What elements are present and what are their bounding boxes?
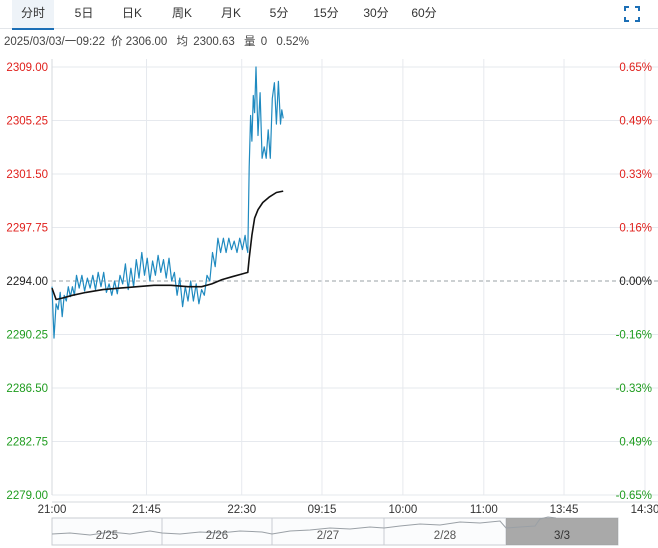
- tab-15-min[interactable]: 15分: [313, 6, 339, 20]
- percent-tick-label: 0.65%: [619, 62, 652, 74]
- fullscreen-icon[interactable]: [623, 5, 641, 23]
- navigator-date-label: 2/25: [96, 530, 118, 542]
- time-tick-label: 09:15: [308, 504, 337, 516]
- tab-5-min[interactable]: 5分: [269, 6, 289, 20]
- tab-5-day[interactable]: 5日: [74, 6, 94, 20]
- price-tick-label: 2282.75: [6, 437, 48, 449]
- price-tick-label: 2294.00: [6, 276, 48, 288]
- price-tick-label: 2297.75: [6, 223, 48, 235]
- price-tick-label: 2290.25: [6, 330, 48, 342]
- average-price-line: [51, 190, 284, 301]
- tab-30-min[interactable]: 30分: [363, 6, 389, 20]
- percent-tick-label: -0.65%: [616, 490, 652, 502]
- info-avg-label: 均: [176, 36, 189, 48]
- percent-tick-label: 0.49%: [619, 116, 652, 128]
- tab-weekly-k[interactable]: 周K: [171, 6, 192, 20]
- tab-intraday[interactable]: 分时: [12, 0, 54, 30]
- time-tick-label: 21:45: [132, 504, 161, 516]
- grid-lines: [51, 59, 658, 503]
- range-navigator[interactable]: 2/25 2/26 2/27 2/28 3/3: [51, 516, 619, 546]
- price-tick-label: 2301.50: [6, 169, 48, 181]
- percent-tick-label: 0.33%: [619, 169, 652, 181]
- time-tick-label: 14:30: [631, 504, 658, 516]
- info-vol-label: 量: [244, 36, 256, 48]
- navigator-date-label: 2/27: [317, 530, 339, 542]
- info-avg: 2300.63: [193, 36, 235, 48]
- percent-tick-label: 0.00%: [619, 276, 652, 288]
- percent-tick-label: -0.33%: [616, 383, 652, 395]
- percent-tick-label: 0.16%: [619, 223, 652, 235]
- percent-tick-label: -0.16%: [616, 330, 652, 342]
- percent-axis-labels: 0.65% 0.49% 0.33% 0.16% 0.00% -0.16% -0.33% 0.4…: [616, 62, 652, 502]
- series-layer: [51, 66, 284, 339]
- navigator-date-label: 2/28: [434, 530, 456, 542]
- navigator-selected-range: [506, 518, 618, 545]
- period-tab-bar: 分时 5日 日K 周K 月K 5分 15分 30分 60分: [0, 0, 658, 30]
- info-vol: 0: [260, 36, 268, 48]
- tab-daily-k[interactable]: 日K: [121, 6, 142, 20]
- price-tick-label: 2309.00: [6, 62, 48, 74]
- price-axis-labels: 2309.00 2305.25 2301.50 2297.75 2294.00 2290.…: [6, 62, 48, 502]
- percent-tick-label: 0.49%: [619, 437, 652, 449]
- info-price-label: 价: [111, 36, 123, 48]
- price-line: [51, 66, 284, 339]
- tab-monthly-k[interactable]: 月K: [220, 6, 241, 20]
- time-tick-label: 10:00: [388, 504, 417, 516]
- time-tick-label: 21:00: [38, 504, 67, 516]
- time-tick-label: 22:30: [227, 504, 256, 516]
- navigator-date-label: 2/26: [206, 530, 228, 542]
- price-tick-label: 2279.00: [6, 490, 48, 502]
- tab-60-min[interactable]: 60分: [411, 6, 437, 20]
- info-price: 2306.00: [125, 36, 168, 48]
- info-time: 2025/03/03/一09:22: [4, 36, 106, 48]
- navigator-mini-line: [51, 516, 557, 536]
- time-axis-labels: 21:00 21:45 22:30 09:15 10:00 11:00 13:45 14:30: [38, 504, 658, 516]
- navigator-date-label: 3/3: [554, 530, 570, 542]
- price-tick-label: 2286.50: [6, 383, 48, 395]
- time-tick-label: 13:45: [550, 504, 579, 516]
- price-tick-label: 2305.25: [6, 116, 48, 128]
- time-tick-label: 11:00: [470, 504, 498, 516]
- quote-info-line: 2025/03/03/一09:22 价 2306.00 均 2300.63 量 0…: [4, 33, 315, 49]
- info-change-pct: 0.52%: [276, 36, 309, 48]
